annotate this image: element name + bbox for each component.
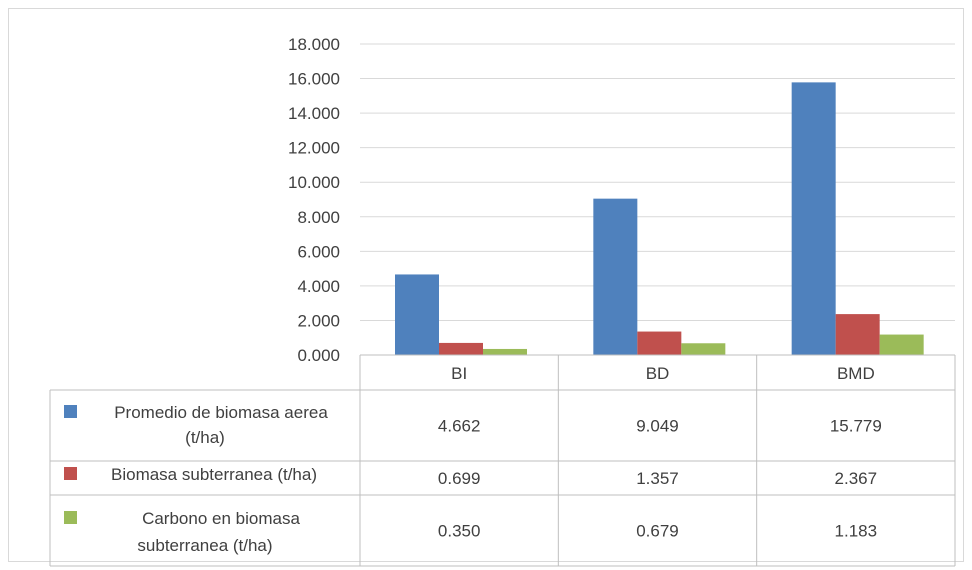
legend-swatch [64, 467, 77, 480]
legend-swatch [64, 511, 77, 524]
category-label: BI [451, 364, 467, 383]
table-value: 1.183 [835, 522, 878, 541]
y-tick-label: 8.000 [297, 208, 340, 227]
table-value: 4.662 [438, 417, 481, 436]
bar-2-bmd [835, 314, 880, 355]
bar-2-bd [637, 331, 682, 355]
y-tick-label: 4.000 [297, 277, 340, 296]
table-value: 15.779 [830, 417, 882, 436]
category-label: BD [646, 364, 670, 383]
series-name-line: subterranea (t/ha) [137, 536, 272, 555]
y-tick-label: 16.000 [288, 70, 340, 89]
bar-3-bi [483, 348, 527, 355]
y-tick-label: 12.000 [288, 139, 340, 158]
table-value: 0.679 [636, 522, 679, 541]
bar-1-bd [593, 198, 638, 355]
y-tick-label: 10.000 [288, 173, 340, 192]
bar-3-bd [681, 343, 726, 355]
y-tick-label: 18.000 [288, 35, 340, 54]
table-value: 0.699 [438, 469, 481, 488]
y-tick-label: 14.000 [288, 104, 340, 123]
bar-1-bmd [791, 82, 836, 355]
y-tick-label: 0.000 [297, 346, 340, 365]
series-name-line: Biomasa subterranea (t/ha) [111, 465, 317, 484]
series-name-line: Carbono en biomasa [142, 509, 300, 528]
y-tick-label: 2.000 [297, 311, 340, 330]
table-value: 9.049 [636, 417, 679, 436]
series-name: Carbono en biomasa subterranea (t/ha) [137, 509, 300, 555]
y-tick-label: 6.000 [297, 242, 340, 261]
y-axis-ticks: 0.000 2.000 4.000 6.000 8.000 10.000 12.000 14.… [288, 35, 340, 365]
table-value: 0.350 [438, 522, 481, 541]
category-label: BMD [837, 364, 875, 383]
bar-1-bi [395, 274, 439, 355]
table-value: 2.367 [835, 469, 878, 488]
data-table: BI BD BMD Promedio de biomasa aerea (t/ha) 4.… [49, 354, 956, 567]
series-name: Biomasa subterranea (t/ha) [111, 465, 317, 484]
bar-3-bmd [879, 334, 924, 355]
legend-swatch [64, 405, 77, 418]
bars [395, 82, 924, 355]
series-name-line: Promedio de biomasa aerea [114, 403, 328, 422]
series-name: Promedio de biomasa aerea (t/ha) [114, 403, 328, 447]
table-value: 1.357 [636, 469, 679, 488]
series-name-line: (t/ha) [185, 428, 225, 447]
bar-2-bi [439, 342, 483, 355]
